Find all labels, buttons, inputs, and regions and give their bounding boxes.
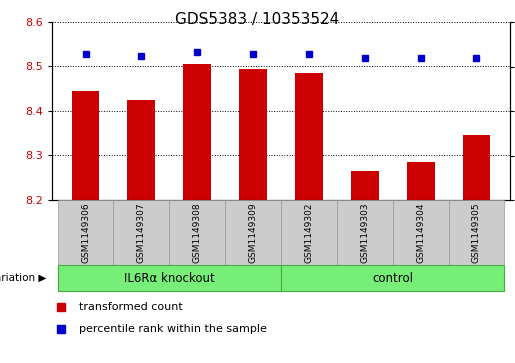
- Text: genotype/variation ▶: genotype/variation ▶: [0, 273, 47, 283]
- Bar: [462, 135, 490, 200]
- Text: control: control: [372, 272, 413, 285]
- Bar: [393, 200, 449, 265]
- Text: GSM1149309: GSM1149309: [249, 202, 258, 263]
- Text: IL6Rα knockout: IL6Rα knockout: [124, 272, 215, 285]
- Text: GSM1149307: GSM1149307: [137, 202, 146, 263]
- Text: GSM1149304: GSM1149304: [416, 202, 425, 263]
- Bar: [281, 200, 337, 265]
- Text: GSM1149302: GSM1149302: [304, 202, 314, 263]
- Text: GSM1149308: GSM1149308: [193, 202, 202, 263]
- Bar: [58, 265, 281, 291]
- Text: percentile rank within the sample: percentile rank within the sample: [79, 324, 267, 334]
- Bar: [337, 200, 393, 265]
- Bar: [295, 73, 323, 200]
- Bar: [113, 200, 169, 265]
- Bar: [407, 162, 435, 200]
- Bar: [225, 200, 281, 265]
- Bar: [58, 200, 113, 265]
- Bar: [239, 69, 267, 200]
- Text: transformed count: transformed count: [79, 302, 183, 312]
- Text: GSM1149306: GSM1149306: [81, 202, 90, 263]
- Bar: [72, 91, 99, 200]
- Bar: [351, 171, 379, 200]
- Bar: [127, 100, 156, 200]
- Text: GSM1149303: GSM1149303: [360, 202, 369, 263]
- Text: GDS5383 / 10353524: GDS5383 / 10353524: [176, 12, 339, 27]
- Bar: [169, 200, 225, 265]
- Bar: [281, 265, 504, 291]
- Bar: [183, 64, 211, 200]
- Bar: [449, 200, 504, 265]
- Text: GSM1149305: GSM1149305: [472, 202, 481, 263]
